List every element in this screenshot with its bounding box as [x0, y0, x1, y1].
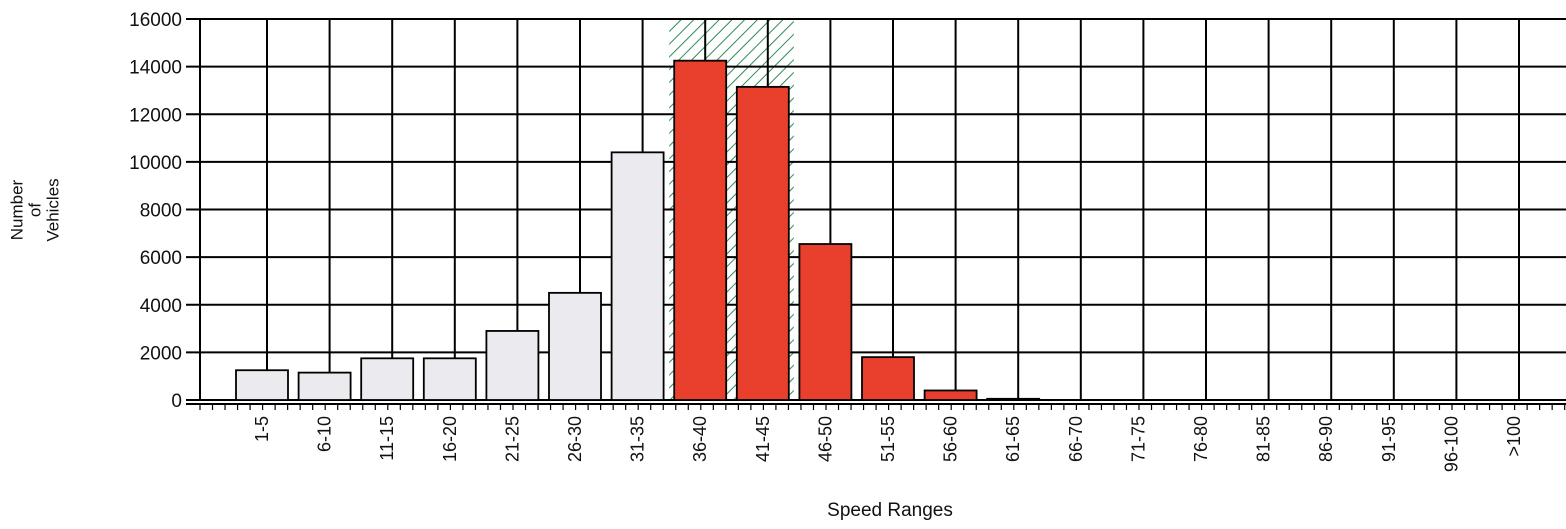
bar-61-65 [986, 397, 1041, 401]
x-tick-label: 26-30 [565, 416, 585, 462]
x-tick-label: 46-50 [815, 416, 835, 462]
y-axis-title-wrap: Number of Vehicles [8, 150, 64, 270]
bar-51-55 [861, 356, 915, 401]
bar-6-10 [297, 371, 352, 401]
x-tick-label: 61-65 [1003, 416, 1023, 462]
y-tick-label: 12000 [129, 105, 182, 126]
y-tick-label: 4000 [140, 296, 182, 317]
x-tick-label: 56-60 [941, 416, 961, 462]
bar-31-35 [610, 151, 665, 401]
x-tick-label: 1-5 [252, 416, 272, 442]
x-tick-label: 71-75 [1128, 416, 1148, 462]
x-tick-label: 91-95 [1379, 416, 1399, 462]
x-tick-label: 31-35 [628, 416, 648, 462]
bar-11-15 [360, 357, 415, 401]
bar-56-60 [923, 389, 978, 401]
x-tick-label: 51-55 [878, 416, 898, 462]
x-tick-label: 81-85 [1254, 416, 1274, 462]
x-tick-label: 96-100 [1441, 416, 1461, 472]
bar-46-50 [798, 243, 853, 401]
x-tick-label: >100 [1504, 416, 1524, 457]
x-tick-label: 16-20 [440, 416, 460, 462]
x-tick-label: 41-45 [753, 416, 773, 462]
y-tick-label: 14000 [129, 58, 182, 79]
bar-1-5 [235, 369, 289, 401]
x-tick-label: 66-70 [1066, 416, 1086, 462]
bar-26-30 [548, 291, 602, 401]
x-tick-label: 21-25 [502, 416, 522, 462]
y-axis-title: Number of Vehicles [8, 178, 64, 242]
y-tick-label: 10000 [129, 153, 182, 174]
bar-16-20 [422, 357, 477, 401]
y-tick-label: 6000 [140, 248, 182, 269]
y-tick-label: 8000 [140, 201, 182, 222]
x-tick-label: 76-80 [1191, 416, 1211, 462]
x-tick-label: 86-90 [1316, 416, 1336, 462]
x-tick-label: 6-10 [315, 416, 335, 452]
bar-41-45 [735, 85, 790, 401]
y-tick-label: 2000 [140, 343, 182, 364]
x-axis-title: Speed Ranges [827, 500, 953, 521]
bar-21-25 [485, 330, 540, 401]
y-tick-label: 16000 [129, 10, 182, 31]
x-tick-label: 36-40 [690, 416, 710, 462]
bar-36-40 [673, 59, 728, 401]
y-tick-label: 0 [171, 391, 182, 412]
x-tick-label: 11-15 [377, 416, 397, 461]
